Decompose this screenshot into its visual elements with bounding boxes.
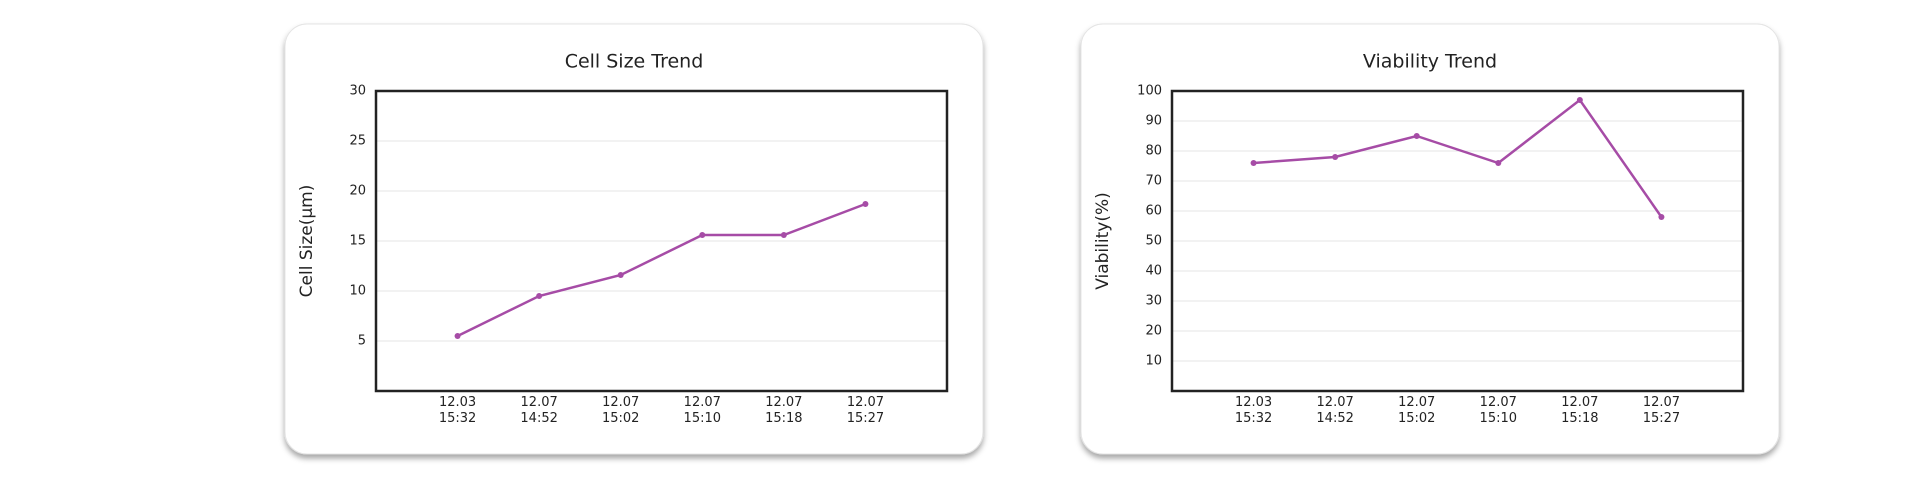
- point: [536, 293, 543, 299]
- y-axis-label: Viability(%): [1093, 192, 1113, 290]
- y-tick-label: 10: [1145, 354, 1162, 369]
- y-tick-label: 5: [358, 334, 366, 349]
- x-tick-label: 12.07 15:18: [1561, 395, 1599, 426]
- x-tick-label: 12.03 15:32: [1234, 395, 1273, 426]
- point: [1658, 214, 1665, 220]
- y-tick-label: 20: [1145, 324, 1162, 339]
- chart-title: Viability Trend: [1363, 51, 1497, 73]
- point: [1332, 154, 1339, 160]
- x-tick-label: 12.07 15:27: [846, 395, 885, 426]
- x-tick-label: 12.07 15:27: [1642, 395, 1681, 426]
- card: [284, 23, 984, 455]
- x-tick-label: 12.07 15:10: [1479, 395, 1518, 426]
- point: [454, 333, 461, 339]
- point: [617, 272, 624, 278]
- x-tick-label: 12.07 14:52: [520, 395, 558, 426]
- x-tick-label: 12.07 15:18: [765, 395, 803, 426]
- y-tick-label: 30: [349, 84, 366, 99]
- point: [1250, 160, 1257, 166]
- x-tick-label: 12.07 15:02: [601, 395, 640, 426]
- x-tick-label: 12.07 14:52: [1316, 395, 1354, 426]
- line: [1253, 98, 1663, 218]
- point: [1495, 160, 1502, 166]
- chart-title: Cell Size Trend: [565, 51, 704, 73]
- y-tick-label: 10: [349, 284, 366, 299]
- y-tick-label: 60: [1145, 204, 1162, 219]
- y-tick-label: 50: [1145, 234, 1162, 249]
- y-tick-label: 15: [349, 234, 366, 249]
- point: [1413, 133, 1420, 139]
- x-tick-label: 12.03 15:32: [438, 395, 477, 426]
- line: [457, 202, 866, 338]
- card: [1080, 23, 1780, 455]
- y-tick-label: 90: [1145, 114, 1162, 129]
- y-tick-label: 100: [1137, 84, 1162, 99]
- y-tick-label: 25: [349, 134, 366, 149]
- x-tick-label: 12.07 15:10: [683, 395, 722, 426]
- y-tick-label: 30: [1145, 294, 1162, 309]
- y-tick-label: 20: [349, 184, 366, 199]
- point: [780, 232, 787, 238]
- point: [862, 201, 869, 207]
- y-tick-label: 80: [1145, 144, 1162, 159]
- point: [699, 232, 706, 238]
- point: [1576, 97, 1583, 103]
- y-tick-label: 40: [1145, 264, 1162, 279]
- x-tick-label: 12.07 15:02: [1397, 395, 1436, 426]
- plot-frame: [1170, 89, 1745, 393]
- y-axis-label: Cell Size(μm): [297, 185, 317, 298]
- plot-frame: [374, 89, 949, 393]
- y-tick-label: 70: [1145, 174, 1162, 189]
